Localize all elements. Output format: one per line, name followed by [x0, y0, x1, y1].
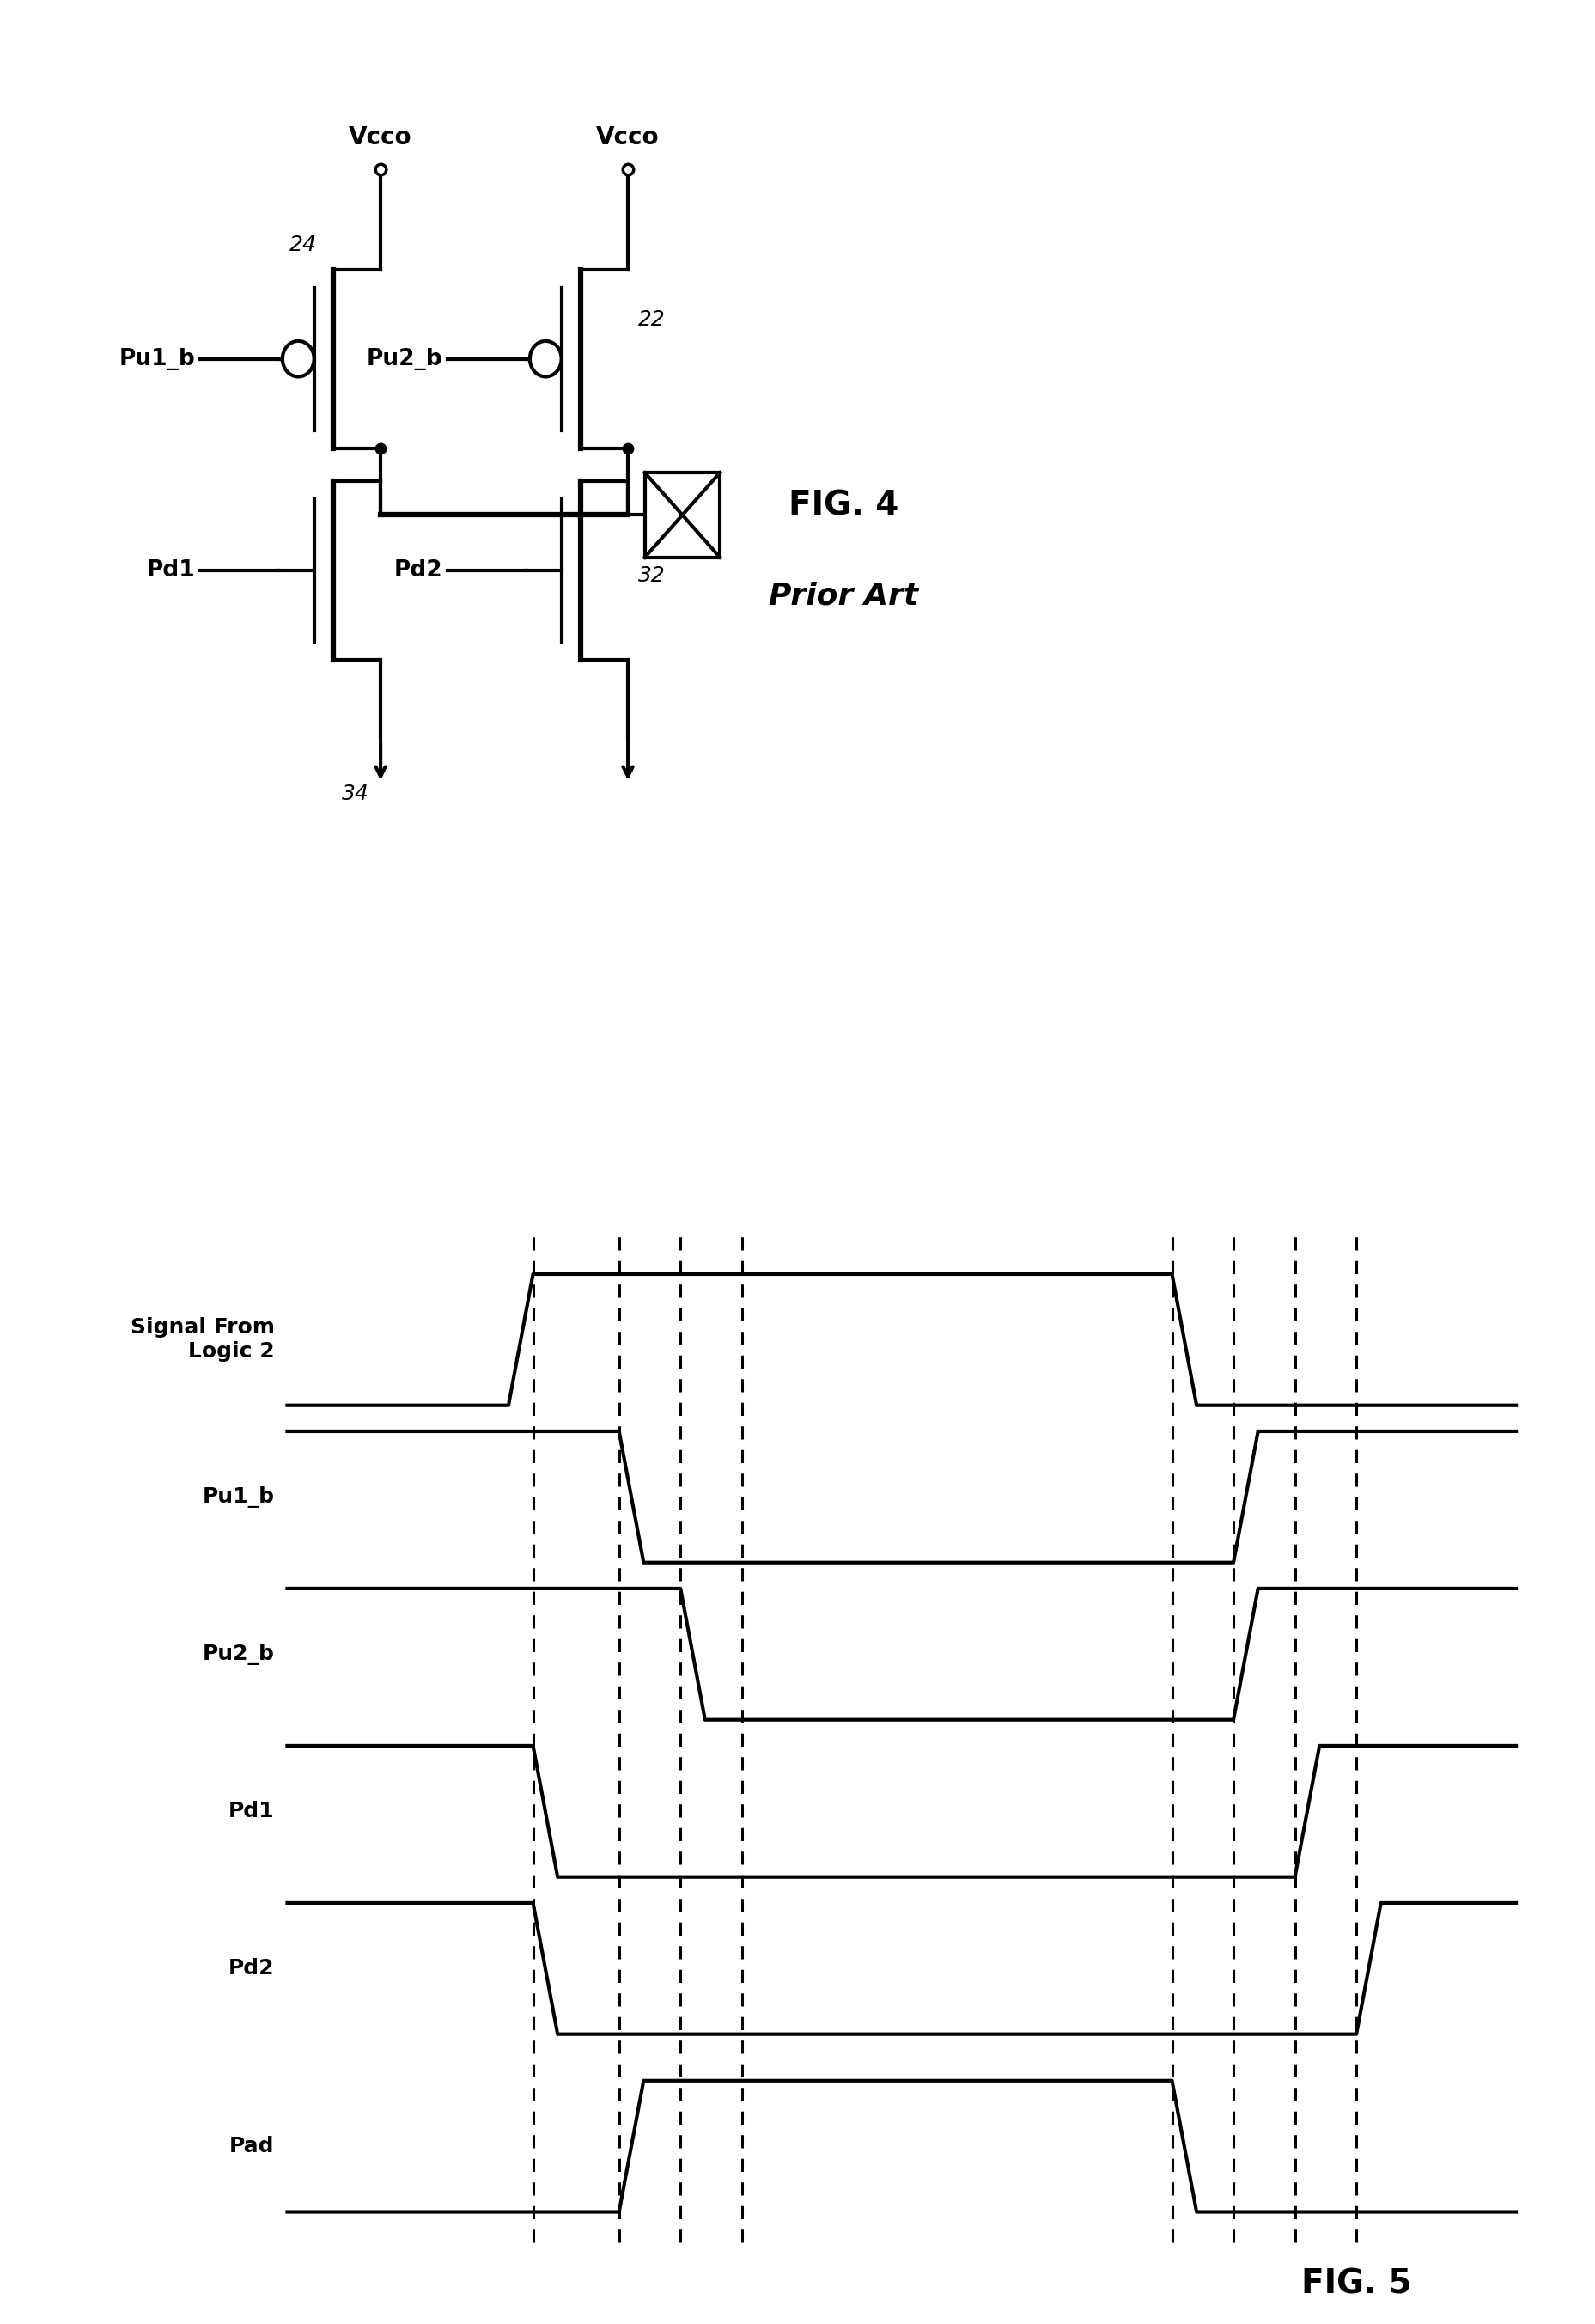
Text: Vcco: Vcco — [349, 125, 412, 149]
Text: Pu1_b: Pu1_b — [120, 349, 195, 370]
Text: Prior Art: Prior Art — [769, 581, 917, 611]
Text: Signal From
Logic 2: Signal From Logic 2 — [131, 1318, 274, 1362]
Text: 34: 34 — [341, 783, 368, 804]
Text: FIG. 4: FIG. 4 — [788, 490, 898, 523]
Text: Pu2_b: Pu2_b — [367, 349, 442, 370]
Text: Pd2: Pd2 — [394, 560, 442, 581]
Text: 32: 32 — [638, 565, 665, 586]
Text: 22: 22 — [638, 309, 665, 330]
Bar — [644, 472, 719, 558]
Text: 24: 24 — [289, 235, 316, 256]
Text: Pu1_b: Pu1_b — [203, 1485, 274, 1508]
Text: FIG. 5: FIG. 5 — [1300, 2268, 1412, 2301]
Text: Pad: Pad — [230, 2136, 274, 2157]
Text: Pu2_b: Pu2_b — [203, 1643, 274, 1664]
Text: Vcco: Vcco — [597, 125, 659, 149]
Text: Pd2: Pd2 — [228, 1959, 274, 1978]
Text: Pd1: Pd1 — [147, 560, 195, 581]
Text: Pd1: Pd1 — [228, 1801, 274, 1822]
